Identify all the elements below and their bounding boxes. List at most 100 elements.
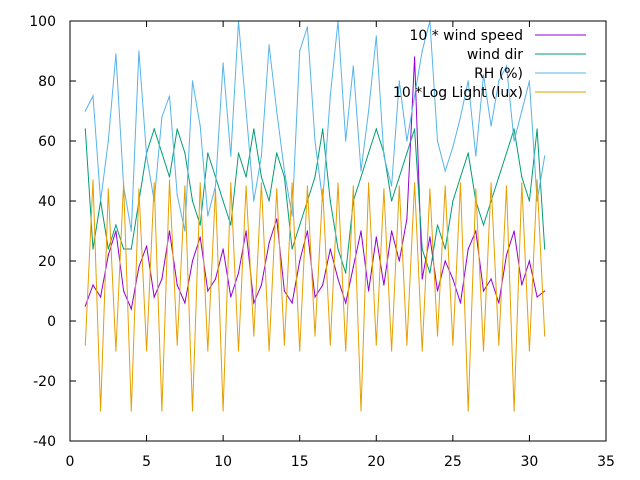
series-3-point [146,350,148,352]
series-0-point [513,230,515,232]
series-1-point [391,200,393,202]
series-1-point [368,152,370,154]
y-tick-label: -20 [33,374,56,390]
series-2-point [276,110,278,112]
series-3-point [283,344,285,346]
series-2-point [436,140,439,142]
series-2-point [176,194,178,196]
series-0-point [245,230,247,232]
series-2-point [329,95,331,97]
series-3-point [398,185,400,187]
series-0-point [467,248,469,250]
series-3-point [299,350,301,352]
series-2-point [498,80,500,82]
series-3-point [482,350,485,352]
series-0-point [161,278,163,280]
series-3-point [505,185,508,187]
series-0-point [398,260,400,262]
y-tick-label: 80 [38,74,56,90]
series-2-point [207,215,209,217]
series-3-point [161,410,163,412]
series-0-point [536,296,538,298]
series-3-point [436,335,439,337]
y-tick-label: 100 [29,14,56,30]
series-0-point [123,290,125,292]
series-0-point [414,56,416,58]
series-0-point [153,296,155,298]
series-2-point [536,200,538,202]
series-2-point [283,170,285,172]
series-3-point [168,179,171,181]
series-1-point [161,152,163,154]
series-1-point [314,176,316,178]
series-2-point [345,140,347,142]
series-3-point [230,182,232,184]
x-tick-label: 20 [367,454,385,470]
series-2-point [467,80,469,82]
series-1-point [498,176,500,178]
series-3-point [138,188,140,190]
series-1-point [452,200,454,202]
series-0-point [299,260,301,262]
series-layer [84,20,546,412]
series-0-point [115,230,117,232]
series-0-point [544,290,546,292]
series-0-point [176,284,178,286]
series-0-point [168,230,171,232]
series-1-point [123,248,125,250]
series-3-point [314,335,316,337]
x-tick-label: 25 [444,454,462,470]
series-3-point [322,188,324,190]
series-3-point [130,410,132,412]
x-tick-label: 10 [214,454,232,470]
series-1-point [444,248,446,250]
series-2-point [414,95,416,97]
series-0-point [199,236,201,238]
series-3-point [115,350,117,352]
series-3-point [199,182,201,184]
series-1-point [299,224,301,226]
series-0-point [100,296,102,298]
series-1-point [291,248,293,250]
series-2-point [490,125,492,127]
series-2-point [544,155,546,157]
series-0-point [429,236,431,238]
series-3-point [153,182,155,184]
legend-label: 10 *Log Light (lux) [393,85,523,101]
series-0-point [146,245,148,247]
series-0-point [421,278,423,280]
series-0-point [314,296,316,298]
series-2-point [368,110,370,112]
y-tick-label: 60 [38,134,56,150]
series-2-point [92,95,94,97]
series-1-point [107,248,109,250]
series-1-point [536,128,538,130]
series-2-point [107,140,109,142]
legend-label: 10 * wind speed [409,28,523,44]
series-0-point [521,284,523,286]
series-2-point [406,140,408,142]
series-3-point [375,344,377,346]
series-0-point [368,290,370,292]
series-2-point [168,95,171,97]
series-1-point [222,200,224,202]
series-3-point [521,182,523,184]
series-1-point [184,152,186,154]
series-3-point [429,188,431,190]
series-2-point [383,155,385,157]
series-2-point [138,50,140,52]
series-2-point [459,116,462,118]
series-3-point [467,410,469,412]
series-1-point [199,224,201,226]
series-1-point [490,200,492,202]
series-0-point [337,278,339,280]
series-2-point [299,50,301,52]
series-0-point [444,260,446,262]
series-0-point [322,284,324,286]
series-3-point [260,182,262,184]
series-3-point [452,344,454,346]
series-0-point [345,302,347,304]
series-1-point [322,128,324,130]
series-3-point [268,350,270,352]
series-0-point [406,218,408,220]
